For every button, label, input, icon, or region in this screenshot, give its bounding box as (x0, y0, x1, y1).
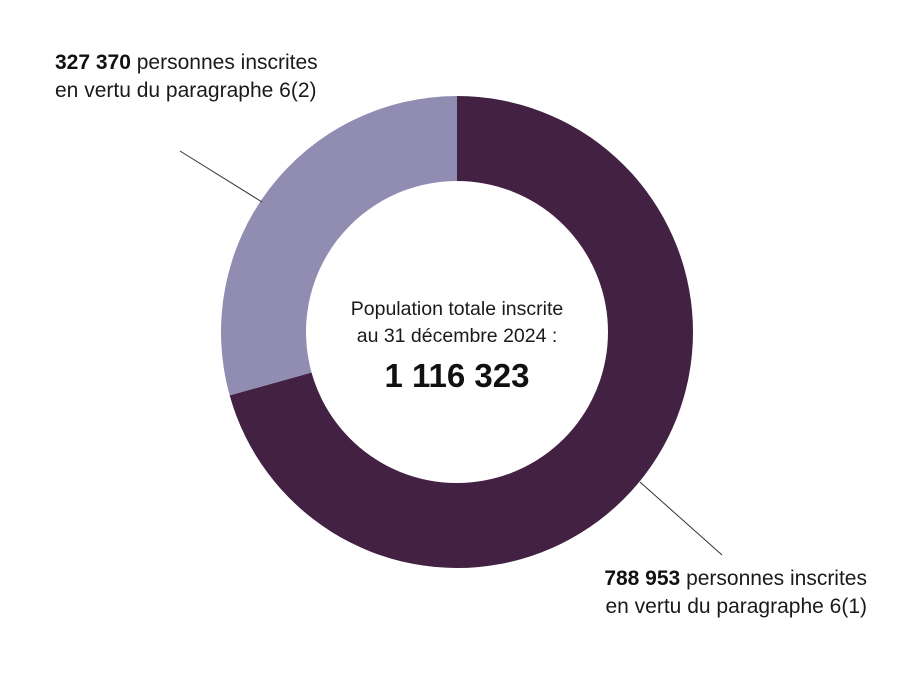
value-6-1: 788 953 (604, 567, 681, 590)
center-title-line1: Population totale inscrite (350, 298, 564, 320)
text-6-1-line2: en vertu du paragraphe 6(1) (605, 595, 867, 618)
center-total-value: 1 116 323 (384, 357, 530, 394)
label-paragraph-6-1: 788 953 personnes inscrites en vertu du … (604, 565, 867, 621)
value-6-2: 327 370 (55, 51, 131, 74)
segment-paragraph-6-2 (221, 96, 457, 396)
center-title-line2: au 31 décembre 2024 : (356, 325, 558, 347)
segment-paragraph-6-1 (229, 96, 693, 568)
text-6-2-line1: personnes inscrites (130, 51, 318, 74)
center-summary: Population totale inscrite au 31 décembr… (307, 296, 607, 398)
label-paragraph-6-2: 327 370 personnes inscrites en vertu du … (55, 49, 318, 105)
leader-line-6-1 (639, 481, 723, 556)
leader-line-6-2 (179, 150, 263, 203)
text-6-2-line2: en vertu du paragraphe 6(2) (55, 79, 317, 102)
text-6-1-line1: personnes inscrites (680, 567, 867, 590)
